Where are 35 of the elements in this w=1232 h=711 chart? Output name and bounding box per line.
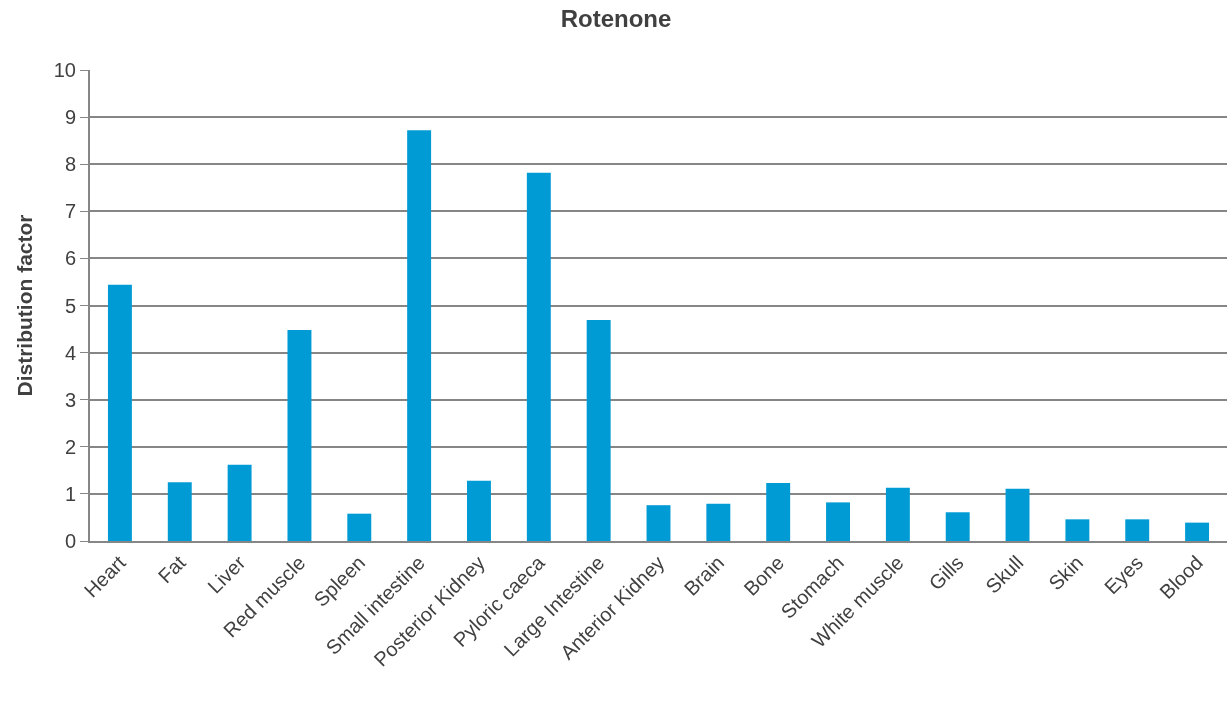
- bar: [526, 172, 551, 541]
- y-tick-label: 5: [64, 294, 76, 317]
- y-tick-label: 3: [64, 388, 76, 411]
- y-tick-label: 9: [64, 106, 76, 129]
- y-tick-label: 4: [64, 341, 76, 364]
- bar: [586, 320, 611, 541]
- x-tick-label: Gills: [924, 551, 968, 595]
- bar: [287, 329, 312, 541]
- bar: [1005, 488, 1030, 541]
- y-tick-label: 0: [64, 530, 76, 552]
- x-tick-label: Fat: [153, 551, 190, 588]
- bar: [766, 483, 791, 541]
- bar: [706, 503, 731, 541]
- bar: [227, 464, 252, 541]
- bar: [1125, 519, 1150, 541]
- y-axis-title: Distribution factor: [13, 214, 37, 397]
- bar: [945, 512, 970, 541]
- y-tick-label: 2: [64, 435, 76, 458]
- y-tick-label: 1: [64, 482, 76, 505]
- bar: [1185, 522, 1210, 541]
- bar: [167, 482, 192, 541]
- x-tick-label: Skin: [1044, 551, 1088, 595]
- bar: [826, 502, 850, 541]
- bar: [646, 505, 671, 541]
- y-tick-label: 10: [53, 59, 76, 81]
- y-tick-label: 6: [64, 247, 76, 270]
- bar: [347, 513, 372, 541]
- y-tick-label: 7: [64, 200, 76, 223]
- bar: [1065, 519, 1090, 541]
- bar: [467, 480, 491, 541]
- bar: [885, 487, 910, 541]
- chart-title: Rotenone: [560, 5, 672, 33]
- bar: [407, 130, 432, 541]
- bar: [107, 284, 132, 541]
- y-tick-label: 8: [64, 153, 76, 176]
